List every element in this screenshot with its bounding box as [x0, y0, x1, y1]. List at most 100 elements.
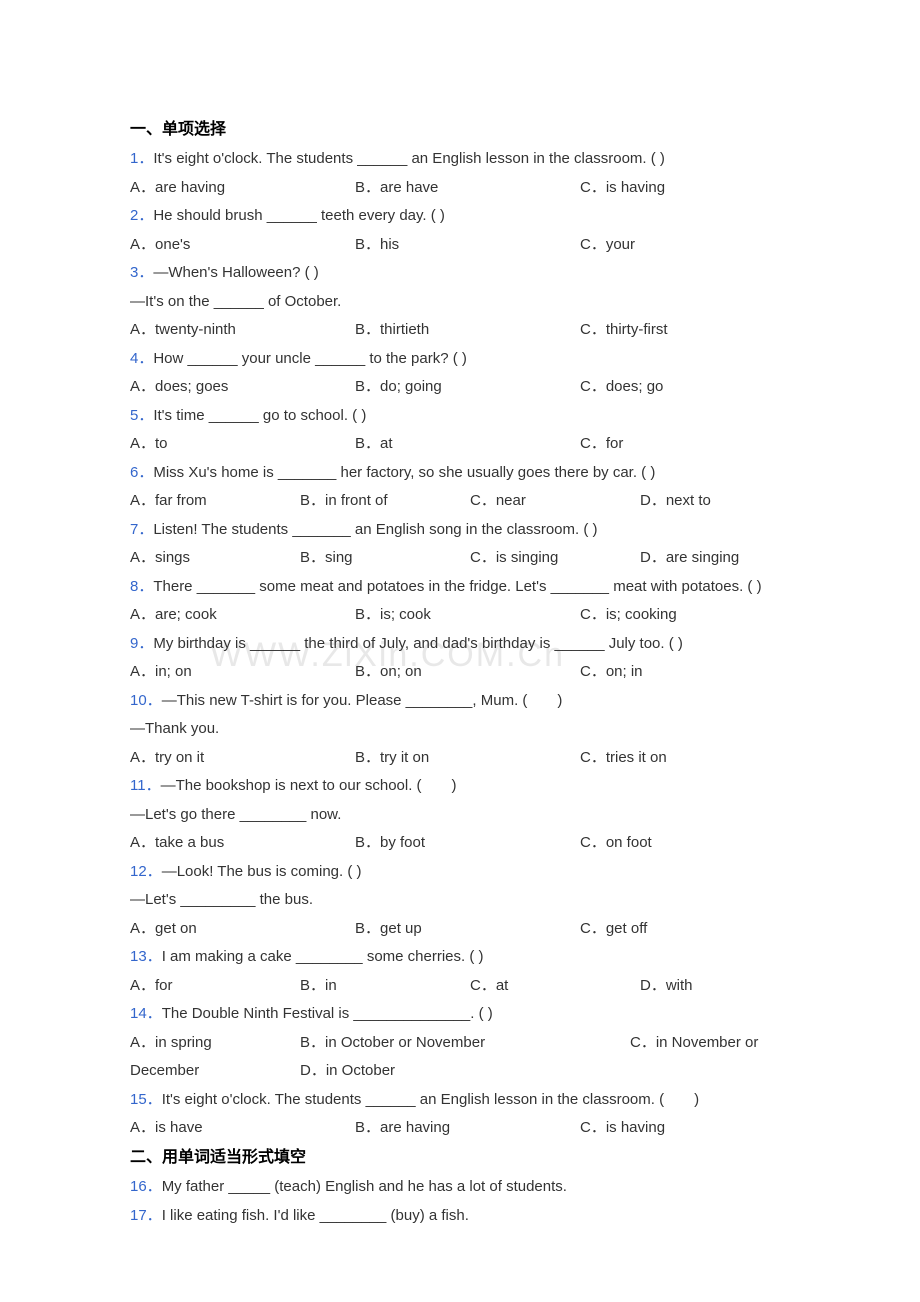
question-3: 3．—When's Halloween? ( )	[130, 259, 795, 288]
q13-text: I am making a cake ________ some cherrie…	[162, 948, 484, 965]
q3-opt-a: A．twenty-ninth	[130, 316, 355, 345]
q13-opt-a: A．for	[130, 972, 300, 1001]
q1-opt-a: A．are having	[130, 174, 355, 203]
q12-num: 12．	[130, 863, 162, 880]
q9-opt-b: B．on; on	[355, 658, 580, 687]
q4-opt-a: A．does; goes	[130, 373, 355, 402]
q3-num: 3．	[130, 264, 153, 281]
section-2-title: 二、用单词适当形式填空	[130, 1143, 795, 1173]
q4-num: 4．	[130, 350, 153, 367]
q6-options: A．far from B．in front of C．near D．next t…	[130, 487, 795, 516]
q3-opt-c: C．thirty-first	[580, 316, 795, 345]
q6-opt-b: B．in front of	[300, 487, 470, 516]
q9-opt-a: A．in; on	[130, 658, 355, 687]
q12-text: —Look! The bus is coming. ( )	[162, 863, 362, 880]
question-14: 14．The Double Ninth Festival is ________…	[130, 1000, 795, 1029]
q8-num: 8．	[130, 578, 153, 595]
q17-num: 17．	[130, 1207, 162, 1224]
q14-opt-c-cont: December	[130, 1057, 300, 1086]
q2-options: A．one's B．his C．your	[130, 231, 795, 260]
q14-options: A．in spring B．in October or November C．i…	[130, 1029, 795, 1086]
q1-num: 1．	[130, 150, 153, 167]
q8-opt-b: B．is; cook	[355, 601, 580, 630]
question-10: 10．—This new T-shirt is for you. Please …	[130, 687, 795, 716]
q12-opt-a: A．get on	[130, 915, 355, 944]
q17-text: I like eating fish. I'd like ________ (b…	[162, 1207, 469, 1224]
q12-opt-c: C．get off	[580, 915, 795, 944]
q6-opt-c: C．near	[470, 487, 640, 516]
q4-opt-b: B．do; going	[355, 373, 580, 402]
question-4: 4．How ______ your uncle ______ to the pa…	[130, 345, 795, 374]
q14-opt-b: B．in October or November	[300, 1029, 630, 1058]
q10-options: A．try on it B．try it on C．tries it on	[130, 744, 795, 773]
question-13: 13．I am making a cake ________ some cher…	[130, 943, 795, 972]
q2-text: He should brush ______ teeth every day. …	[153, 207, 445, 224]
q11-num: 11．	[130, 777, 161, 794]
q6-num: 6．	[130, 464, 153, 481]
q8-opt-c: C．is; cooking	[580, 601, 795, 630]
q8-opt-a: A．are; cook	[130, 601, 355, 630]
q11-opt-a: A．take a bus	[130, 829, 355, 858]
section-1-title: 一、单项选择	[130, 115, 795, 145]
q7-opt-c: C．is singing	[470, 544, 640, 573]
q12-options: A．get on B．get up C．get off	[130, 915, 795, 944]
q15-opt-c: C．is having	[580, 1114, 795, 1143]
q1-text: It's eight o'clock. The students ______ …	[153, 150, 665, 167]
q3-text: —When's Halloween? ( )	[153, 264, 318, 281]
q14-opt-d: D．in October	[300, 1057, 795, 1086]
q4-options: A．does; goes B．do; going C．does; go	[130, 373, 795, 402]
q14-num: 14．	[130, 1005, 162, 1022]
q8-text: There _______ some meat and potatoes in …	[153, 578, 761, 595]
q15-opt-a: A．is have	[130, 1114, 355, 1143]
q7-options: A．sings B．sing C．is singing D．are singin…	[130, 544, 795, 573]
q13-num: 13．	[130, 948, 162, 965]
q13-opt-c: C．at	[470, 972, 640, 1001]
q5-opt-a: A．to	[130, 430, 355, 459]
q15-opt-b: B．are having	[355, 1114, 580, 1143]
q3-opt-b: B．thirtieth	[355, 316, 580, 345]
question-1: 1．It's eight o'clock. The students _____…	[130, 145, 795, 174]
q9-options: A．in; on B．on; on C．on; in	[130, 658, 795, 687]
q11-answer: —Let's go there ________ now.	[130, 801, 795, 830]
q2-opt-c: C．your	[580, 231, 795, 260]
q4-opt-c: C．does; go	[580, 373, 795, 402]
question-16: 16．My father _____ (teach) English and h…	[130, 1173, 795, 1202]
q10-opt-a: A．try on it	[130, 744, 355, 773]
q9-text: My birthday is ______ the third of July,…	[153, 635, 683, 652]
q12-answer: —Let's _________ the bus.	[130, 886, 795, 915]
question-6: 6．Miss Xu's home is _______ her factory,…	[130, 459, 795, 488]
q9-num: 9．	[130, 635, 153, 652]
question-11: 11．—The bookshop is next to our school. …	[130, 772, 795, 801]
q5-opt-c: C．for	[580, 430, 795, 459]
q2-num: 2．	[130, 207, 153, 224]
q10-answer: —Thank you.	[130, 715, 795, 744]
q11-options: A．take a bus B．by foot C．on foot	[130, 829, 795, 858]
q12-opt-b: B．get up	[355, 915, 580, 944]
question-15: 15．It's eight o'clock. The students ____…	[130, 1086, 795, 1115]
q7-opt-a: A．sings	[130, 544, 300, 573]
q15-num: 15．	[130, 1091, 162, 1108]
q6-opt-a: A．far from	[130, 487, 300, 516]
q6-text: Miss Xu's home is _______ her factory, s…	[153, 464, 655, 481]
question-17: 17．I like eating fish. I'd like ________…	[130, 1202, 795, 1231]
q6-opt-d: D．next to	[640, 487, 795, 516]
q14-opt-c: C．in November or	[630, 1029, 795, 1058]
q10-opt-c: C．tries it on	[580, 744, 795, 773]
q11-text: —The bookshop is next to our school. ( )	[161, 777, 457, 794]
q14-text: The Double Ninth Festival is ___________…	[162, 1005, 493, 1022]
q16-num: 16．	[130, 1178, 162, 1195]
q9-opt-c: C．on; in	[580, 658, 795, 687]
q10-num: 10．	[130, 692, 162, 709]
question-2: 2．He should brush ______ teeth every day…	[130, 202, 795, 231]
q7-opt-b: B．sing	[300, 544, 470, 573]
q13-options: A．for B．in C．at D．with	[130, 972, 795, 1001]
question-12: 12．—Look! The bus is coming. ( )	[130, 858, 795, 887]
q1-opt-c: C．is having	[580, 174, 795, 203]
q15-options: A．is have B．are having C．is having	[130, 1114, 795, 1143]
q13-opt-d: D．with	[640, 972, 795, 1001]
q1-opt-b: B．are have	[355, 174, 580, 203]
question-7: 7．Listen! The students _______ an Englis…	[130, 516, 795, 545]
q7-text: Listen! The students _______ an English …	[153, 521, 597, 538]
q8-options: A．are; cook B．is; cook C．is; cooking	[130, 601, 795, 630]
question-5: 5．It's time ______ go to school. ( )	[130, 402, 795, 431]
